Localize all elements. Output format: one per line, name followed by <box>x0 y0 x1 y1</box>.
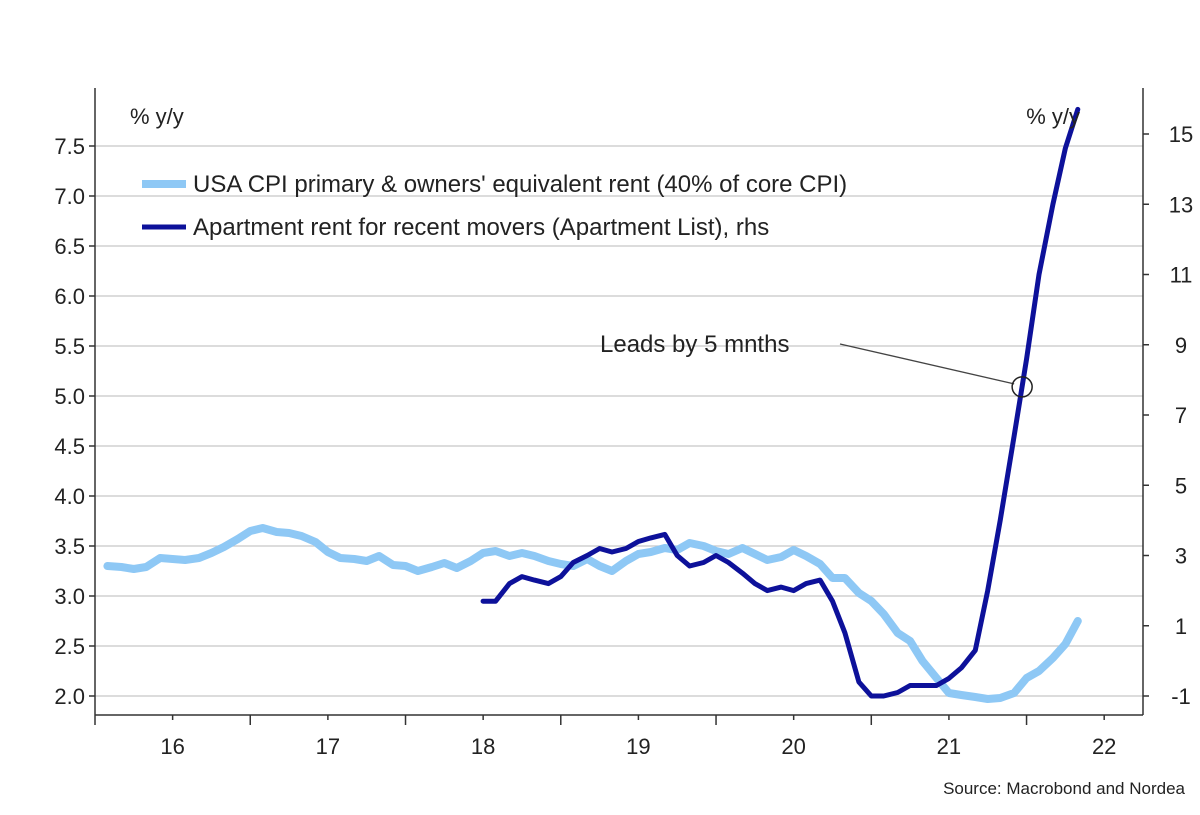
left-tick-label: 5.5 <box>54 334 85 359</box>
left-tick-label: 7.5 <box>54 134 85 159</box>
x-tick-label: 20 <box>781 734 805 759</box>
source-note: Source: Macrobond and Nordea <box>943 779 1185 798</box>
right-tick-label: -1 <box>1171 684 1191 709</box>
left-tick-label: 3.0 <box>54 584 85 609</box>
annotation-label: Leads by 5 mnths <box>600 331 789 358</box>
right-axis-unit: % y/y <box>1026 104 1080 129</box>
series-layer <box>103 106 1082 703</box>
series-apartment-rent-line <box>480 106 1081 699</box>
right-tick-label: 7 <box>1175 403 1187 428</box>
right-tick-label: 1 <box>1175 614 1187 639</box>
legend: USA CPI primary & owners' equivalent ren… <box>142 171 847 241</box>
right-tick-label: 13 <box>1169 192 1193 217</box>
left-tick-label: 2.0 <box>54 684 85 709</box>
x-axis: 16 17 18 19 20 21 22 <box>94 715 1116 759</box>
x-tick-label: 18 <box>471 734 495 759</box>
right-tick-label: 3 <box>1175 544 1187 569</box>
left-tick-label: 4.5 <box>54 434 85 459</box>
left-tick-label: 5.0 <box>54 384 85 409</box>
x-tick-label: 21 <box>937 734 961 759</box>
annotation: Leads by 5 mnths <box>600 331 1033 398</box>
left-tick-label: 4.0 <box>54 484 85 509</box>
series-cpi-rent-line <box>103 524 1082 703</box>
right-tick-label: 11 <box>1170 263 1193 288</box>
legend-label: USA CPI primary & owners' equivalent ren… <box>193 171 847 198</box>
gridlines <box>95 145 1143 697</box>
x-tick-label: 19 <box>626 734 650 759</box>
left-axis: 2.0 2.5 3.0 3.5 4.0 4.5 5.0 5.5 6.0 6.5 7.0 7.5 <box>54 134 95 709</box>
x-tick-label: 16 <box>160 734 184 759</box>
left-tick-label: 7.0 <box>54 184 85 209</box>
axes <box>94 88 1144 716</box>
left-tick-label: 6.0 <box>54 284 85 309</box>
left-axis-unit: % y/y <box>130 104 184 129</box>
x-tick-label: 22 <box>1092 734 1116 759</box>
annotation-leader <box>839 343 1015 385</box>
left-tick-label: 6.5 <box>54 234 85 259</box>
right-tick-label: 5 <box>1175 473 1187 498</box>
left-tick-label: 3.5 <box>54 534 85 559</box>
annotation-marker <box>1011 376 1033 398</box>
right-tick-label: 15 <box>1169 122 1193 147</box>
legend-label: Apartment rent for recent movers (Apartm… <box>193 214 769 241</box>
right-tick-label: 9 <box>1175 333 1187 358</box>
left-tick-label: 2.5 <box>54 634 85 659</box>
x-tick-label: 17 <box>316 734 340 759</box>
